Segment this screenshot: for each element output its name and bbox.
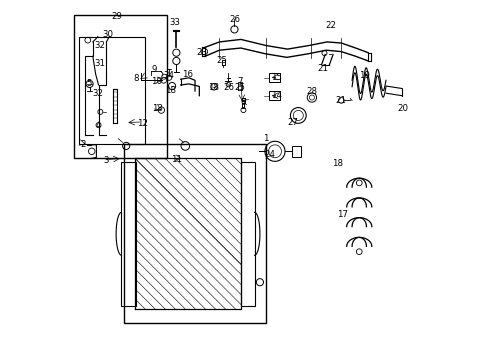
Text: 5: 5 <box>87 80 92 89</box>
Text: 27: 27 <box>287 118 298 127</box>
Text: 13: 13 <box>152 104 163 113</box>
Text: 23: 23 <box>196 48 206 57</box>
Text: 7: 7 <box>237 77 243 86</box>
Bar <box>241 162 254 306</box>
Text: 4: 4 <box>96 121 101 130</box>
Text: 9: 9 <box>151 65 157 74</box>
Bar <box>74 15 167 158</box>
Text: 22: 22 <box>325 21 335 30</box>
Text: 25: 25 <box>216 57 227 66</box>
Text: 26: 26 <box>228 15 240 24</box>
Text: 32: 32 <box>93 89 103 98</box>
Text: 8: 8 <box>133 74 138 83</box>
Text: 15: 15 <box>271 73 282 82</box>
Text: 3: 3 <box>103 157 108 166</box>
Text: 12: 12 <box>137 119 147 128</box>
Text: 31: 31 <box>94 59 105 68</box>
Text: 10: 10 <box>151 77 162 86</box>
Text: 18: 18 <box>208 83 219 92</box>
Text: 14: 14 <box>271 91 282 100</box>
Text: 17: 17 <box>336 210 347 219</box>
Text: 34: 34 <box>163 71 174 80</box>
Text: 29: 29 <box>111 12 122 21</box>
Text: 19: 19 <box>359 71 369 80</box>
Text: 33: 33 <box>169 18 180 27</box>
Text: 20: 20 <box>397 104 407 113</box>
Text: 21: 21 <box>334 95 346 104</box>
Bar <box>121 162 136 306</box>
Bar <box>268 91 279 100</box>
Text: 30: 30 <box>102 30 114 39</box>
Bar <box>79 37 145 144</box>
Text: 25: 25 <box>234 83 245 92</box>
Bar <box>124 144 265 323</box>
Bar <box>268 73 279 82</box>
Text: 16: 16 <box>181 71 192 80</box>
Text: 18: 18 <box>331 159 342 168</box>
Text: 11: 11 <box>170 155 182 164</box>
Text: 21: 21 <box>317 64 327 73</box>
Text: 32: 32 <box>94 41 105 50</box>
Text: 6: 6 <box>240 98 245 107</box>
Text: 24: 24 <box>264 150 275 159</box>
Text: 1: 1 <box>263 134 268 143</box>
Text: 28: 28 <box>306 86 317 95</box>
Text: 2: 2 <box>80 140 86 149</box>
Bar <box>292 146 301 157</box>
Text: 26: 26 <box>223 83 233 92</box>
Text: 18: 18 <box>165 86 176 95</box>
